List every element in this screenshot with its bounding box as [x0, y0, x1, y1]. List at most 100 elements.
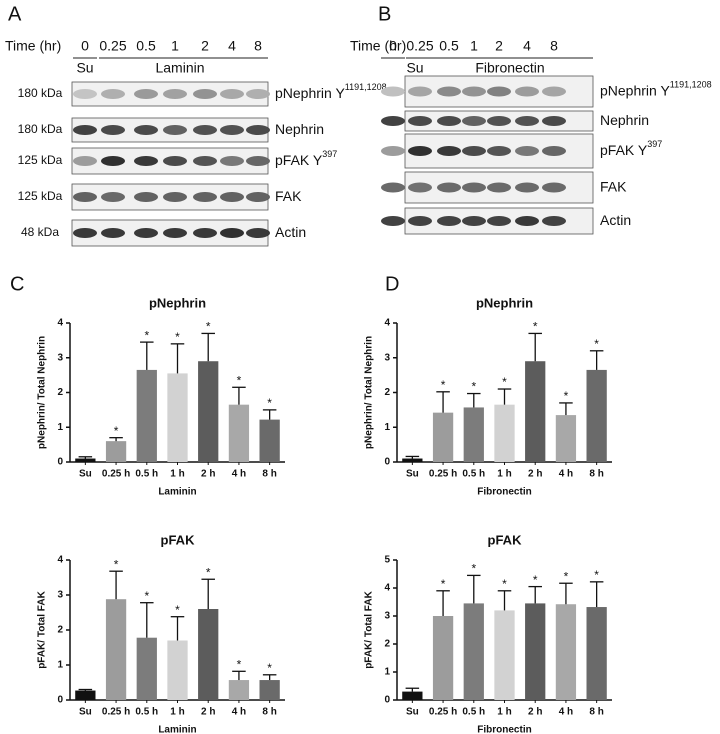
significance-mark: *	[533, 320, 538, 334]
band-name: FAK	[600, 178, 627, 194]
x-tick-label: 0.5 h	[462, 707, 485, 718]
kda-label: 125 kDa	[18, 189, 63, 203]
blot-band	[515, 146, 539, 156]
significance-mark: *	[533, 573, 538, 587]
blot-band	[134, 125, 158, 135]
band-name: Nephrin	[275, 121, 324, 137]
blot-band	[134, 192, 158, 202]
condition-label: Fibronectin	[475, 60, 544, 76]
significance-mark: *	[471, 562, 476, 576]
bar	[105, 441, 127, 462]
blot-band	[381, 216, 405, 226]
x-tick-label: 1 h	[497, 469, 511, 480]
blot-band	[246, 89, 270, 99]
band-site: 1191,1208	[345, 82, 387, 92]
band-label: Actin	[275, 224, 306, 240]
x-tick-label: 1 h	[170, 707, 184, 718]
x-tick-label: Su	[79, 707, 92, 718]
time-point: 4	[228, 38, 236, 54]
time-point: 2	[201, 38, 209, 54]
band-name: FAK	[275, 188, 302, 204]
blot-band	[462, 146, 486, 156]
x-tick-label: 0.25 h	[429, 469, 457, 480]
band-name: pFAK Y	[600, 142, 648, 158]
blot-band	[487, 216, 511, 226]
blot-band	[163, 228, 187, 238]
blot-band	[515, 86, 539, 97]
significance-mark: *	[206, 320, 211, 334]
blot-band	[487, 116, 511, 126]
blot-band	[193, 89, 217, 99]
blot-band	[462, 216, 486, 226]
x-tick-label: 4 h	[559, 707, 573, 718]
blot-band	[193, 228, 217, 238]
bar	[402, 458, 423, 462]
chart-title: pFAK	[161, 532, 196, 547]
blot-band	[542, 86, 566, 97]
blot-band	[73, 156, 97, 166]
blot-band	[408, 182, 432, 193]
time-point: 4	[523, 38, 531, 54]
blot-band	[220, 192, 244, 202]
time-point: 0	[81, 38, 89, 54]
significance-mark: *	[594, 568, 599, 582]
significance-mark: *	[114, 557, 119, 571]
significance-mark: *	[471, 380, 476, 394]
time-point: 1	[171, 38, 179, 54]
bar	[525, 361, 546, 462]
y-tick-label: 4	[57, 555, 63, 566]
x-tick-label: 2 h	[201, 469, 215, 480]
significance-mark: *	[175, 603, 180, 617]
blot-band	[515, 216, 539, 226]
blot-band	[542, 216, 566, 226]
condition-label: Su	[406, 60, 423, 76]
blot-band	[542, 182, 566, 193]
blot-band	[220, 156, 244, 166]
blot-band	[408, 86, 432, 97]
y-tick-label: 3	[57, 352, 63, 363]
time-point: 8	[254, 38, 262, 54]
blot-band	[462, 86, 486, 97]
blot-band	[487, 86, 511, 97]
bar	[463, 407, 484, 462]
blot-band	[163, 192, 187, 202]
bar	[494, 610, 515, 700]
y-axis-label: pFAK/ Total FAK	[364, 590, 375, 668]
blot-band	[73, 89, 97, 99]
x-axis-label: Fibronectin	[477, 725, 531, 734]
blot-band	[381, 116, 405, 126]
kda-label: 48 kDa	[21, 225, 59, 239]
time-label: Time (hr)	[350, 38, 406, 54]
blot-band	[193, 125, 217, 135]
x-axis-label: Laminin	[158, 487, 196, 498]
bar	[136, 369, 157, 462]
y-tick-label: 4	[57, 318, 63, 329]
band-label: pFAK Y397	[275, 149, 337, 167]
time-point: 0.25	[99, 38, 126, 54]
y-tick-label: 0	[57, 695, 63, 706]
bar	[494, 404, 515, 462]
y-tick-label: 3	[384, 352, 390, 363]
significance-mark: *	[502, 375, 507, 389]
band-label: FAK	[600, 178, 627, 194]
blot-band	[437, 86, 461, 97]
blot-band	[73, 125, 97, 135]
x-tick-label: 0.25 h	[102, 707, 130, 718]
condition-label: Laminin	[155, 60, 204, 76]
band-name: Actin	[275, 224, 306, 240]
bar	[259, 419, 280, 462]
x-tick-label: 0.25 h	[102, 469, 130, 480]
bar	[555, 415, 577, 462]
blot-band	[163, 89, 187, 99]
bar	[402, 691, 423, 700]
y-tick-label: 0	[384, 457, 390, 468]
band-site: 397	[322, 149, 337, 159]
x-tick-label: 0.5 h	[462, 469, 485, 480]
blot-band	[437, 182, 461, 193]
blot-band	[381, 146, 405, 156]
blot-band	[101, 89, 125, 99]
significance-mark: *	[144, 328, 149, 342]
significance-mark: *	[502, 577, 507, 591]
band-name: pNephrin Y	[600, 82, 670, 98]
blot-band	[408, 116, 432, 126]
